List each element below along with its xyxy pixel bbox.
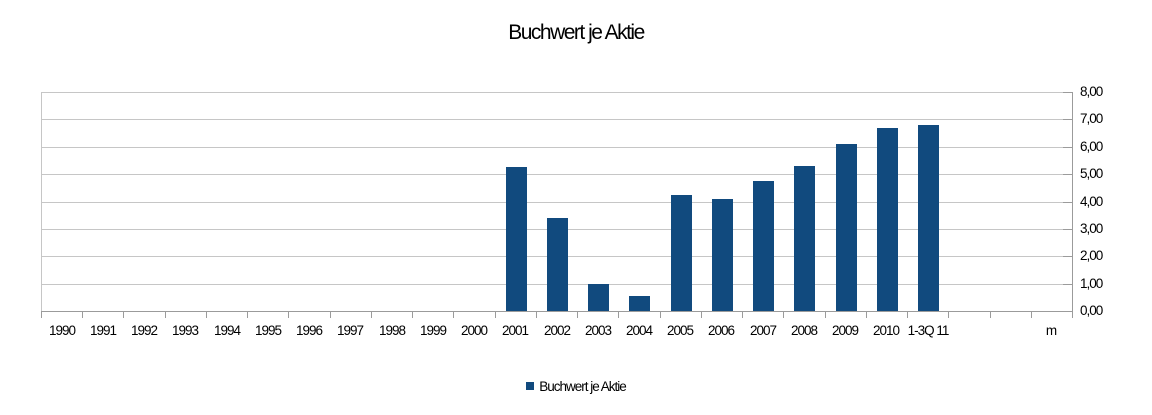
bar-2004 bbox=[629, 296, 650, 311]
x-tick bbox=[82, 311, 83, 318]
x-tick bbox=[701, 311, 702, 318]
x-tick bbox=[1031, 311, 1032, 318]
x-tick-label: 2001 bbox=[501, 323, 529, 338]
bar-2007 bbox=[753, 181, 774, 311]
y-tick bbox=[1063, 174, 1073, 175]
y-tick bbox=[1063, 229, 1073, 230]
bar-2009 bbox=[836, 144, 857, 311]
x-tick-label: 1-3Q 11 bbox=[907, 323, 950, 338]
chart-title: Buchwert je Aktie bbox=[508, 21, 645, 44]
x-tick bbox=[577, 311, 578, 318]
y-tick-label: 1,00 bbox=[1080, 276, 1103, 291]
x-tick-label: 2003 bbox=[584, 323, 612, 338]
gridline bbox=[42, 174, 1073, 175]
bar-2002 bbox=[547, 218, 568, 311]
x-tick-label: 1994 bbox=[213, 323, 241, 338]
x-tick-label: 1999 bbox=[419, 323, 447, 338]
y-tick-label: 4,00 bbox=[1080, 194, 1103, 209]
x-tick-label: 1998 bbox=[378, 323, 406, 338]
legend-marker-icon bbox=[526, 382, 535, 390]
y-tick bbox=[1063, 256, 1073, 257]
x-tick bbox=[453, 311, 454, 318]
y-tick-label: 5,00 bbox=[1080, 166, 1103, 181]
x-tick-label: 2005 bbox=[666, 323, 694, 338]
x-tick bbox=[206, 311, 207, 318]
x-tick bbox=[288, 311, 289, 318]
x-tick-label: 1990 bbox=[48, 323, 76, 338]
x-tick bbox=[247, 311, 248, 318]
bar-2008 bbox=[794, 166, 815, 311]
y-tick-label: 6,00 bbox=[1080, 139, 1103, 154]
y-tick bbox=[1063, 311, 1073, 312]
x-tick-label: 1991 bbox=[89, 323, 117, 338]
x-tick-label: 2008 bbox=[790, 323, 818, 338]
x-tick bbox=[742, 311, 743, 318]
x-tick bbox=[907, 311, 908, 318]
y-tick-label: 2,00 bbox=[1080, 248, 1103, 263]
x-tick-label: 2000 bbox=[460, 323, 488, 338]
x-tick-label: 1995 bbox=[254, 323, 282, 338]
bar-1-3Q 11 bbox=[918, 125, 939, 311]
x-tick bbox=[990, 311, 991, 318]
x-tick bbox=[948, 311, 949, 318]
bar-2010 bbox=[877, 128, 898, 311]
x-tick-label: 1992 bbox=[130, 323, 158, 338]
x-tick bbox=[866, 311, 867, 318]
gridline bbox=[42, 92, 1073, 93]
x-tick-label: 2006 bbox=[707, 323, 735, 338]
y-tick-label: 8,00 bbox=[1080, 84, 1103, 99]
x-tick bbox=[660, 311, 661, 318]
gridline bbox=[42, 202, 1073, 203]
x-tick bbox=[123, 311, 124, 318]
x-tick bbox=[536, 311, 537, 318]
x-tick bbox=[165, 311, 166, 318]
x-tick bbox=[412, 311, 413, 318]
x-tick bbox=[330, 311, 331, 318]
x-tick-label: 1996 bbox=[295, 323, 323, 338]
y-tick bbox=[1063, 284, 1073, 285]
bar-2005 bbox=[671, 195, 692, 311]
x-axis-line bbox=[41, 311, 1073, 312]
x-tick-label: 2004 bbox=[625, 323, 653, 338]
plot-area bbox=[41, 92, 1073, 311]
x-tick-label: 2009 bbox=[831, 323, 859, 338]
y-tick bbox=[1063, 202, 1073, 203]
x-tick-label: 2002 bbox=[543, 323, 571, 338]
bar-2006 bbox=[712, 199, 733, 311]
y-tick-label: 3,00 bbox=[1080, 221, 1103, 236]
x-tick bbox=[371, 311, 372, 318]
y-tick bbox=[1063, 119, 1073, 120]
x-tick-label: 1997 bbox=[336, 323, 364, 338]
gridline bbox=[42, 119, 1073, 120]
x-tick bbox=[783, 311, 784, 318]
y-tick-label: 0,00 bbox=[1080, 303, 1103, 318]
x-tick-label: 2007 bbox=[749, 323, 777, 338]
x-tick bbox=[41, 311, 42, 318]
x-tick bbox=[495, 311, 496, 318]
x-tick-label: m bbox=[1045, 323, 1057, 338]
x-tick-label: 1993 bbox=[171, 323, 199, 338]
bar-2003 bbox=[588, 284, 609, 311]
x-tick bbox=[1072, 311, 1073, 318]
legend-label: Buchwert je Aktie bbox=[539, 378, 627, 394]
bar-2001 bbox=[506, 167, 527, 311]
y-tick bbox=[1063, 92, 1073, 93]
y-tick bbox=[1063, 147, 1073, 148]
gridline bbox=[42, 147, 1073, 148]
x-tick bbox=[618, 311, 619, 318]
x-tick-label: 2010 bbox=[872, 323, 900, 338]
y-tick-label: 7,00 bbox=[1080, 111, 1103, 126]
x-tick bbox=[825, 311, 826, 318]
legend: Buchwert je Aktie bbox=[0, 377, 1152, 395]
